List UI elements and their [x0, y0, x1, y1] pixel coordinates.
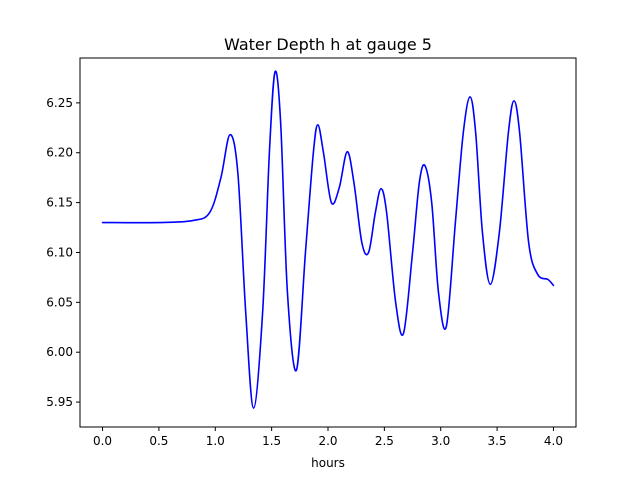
y-tick-label: 5.95: [46, 395, 73, 409]
y-tick-label: 6.15: [46, 196, 73, 210]
y-tick-label: 6.10: [46, 245, 73, 259]
x-tick-label: 0.0: [93, 434, 112, 448]
series-line-0: [101, 70, 555, 409]
x-axis-label: hours: [311, 456, 345, 470]
x-tick-label: 1.5: [262, 434, 281, 448]
x-tick-label: 1.0: [206, 434, 225, 448]
y-tick-label: 6.00: [46, 345, 73, 359]
y-tick-label: 6.25: [46, 96, 73, 110]
y-tick-label: 6.20: [46, 146, 73, 160]
x-tick-label: 4.0: [544, 434, 563, 448]
chart-title: Water Depth h at gauge 5: [224, 35, 432, 54]
x-tick-label: 2.5: [375, 434, 394, 448]
axes: 0.0 0.5 1.0 1.5 2.0 2.5 3.0 3.5 4.0 5.95 6.00 6.05 6…: [46, 57, 577, 448]
x-tick-label: 0.5: [149, 434, 168, 448]
x-tick-label: 3.5: [488, 434, 507, 448]
x-tick-label: 3.0: [431, 434, 450, 448]
x-tick-label: 2.0: [318, 434, 337, 448]
y-tick-label: 6.05: [46, 295, 73, 309]
